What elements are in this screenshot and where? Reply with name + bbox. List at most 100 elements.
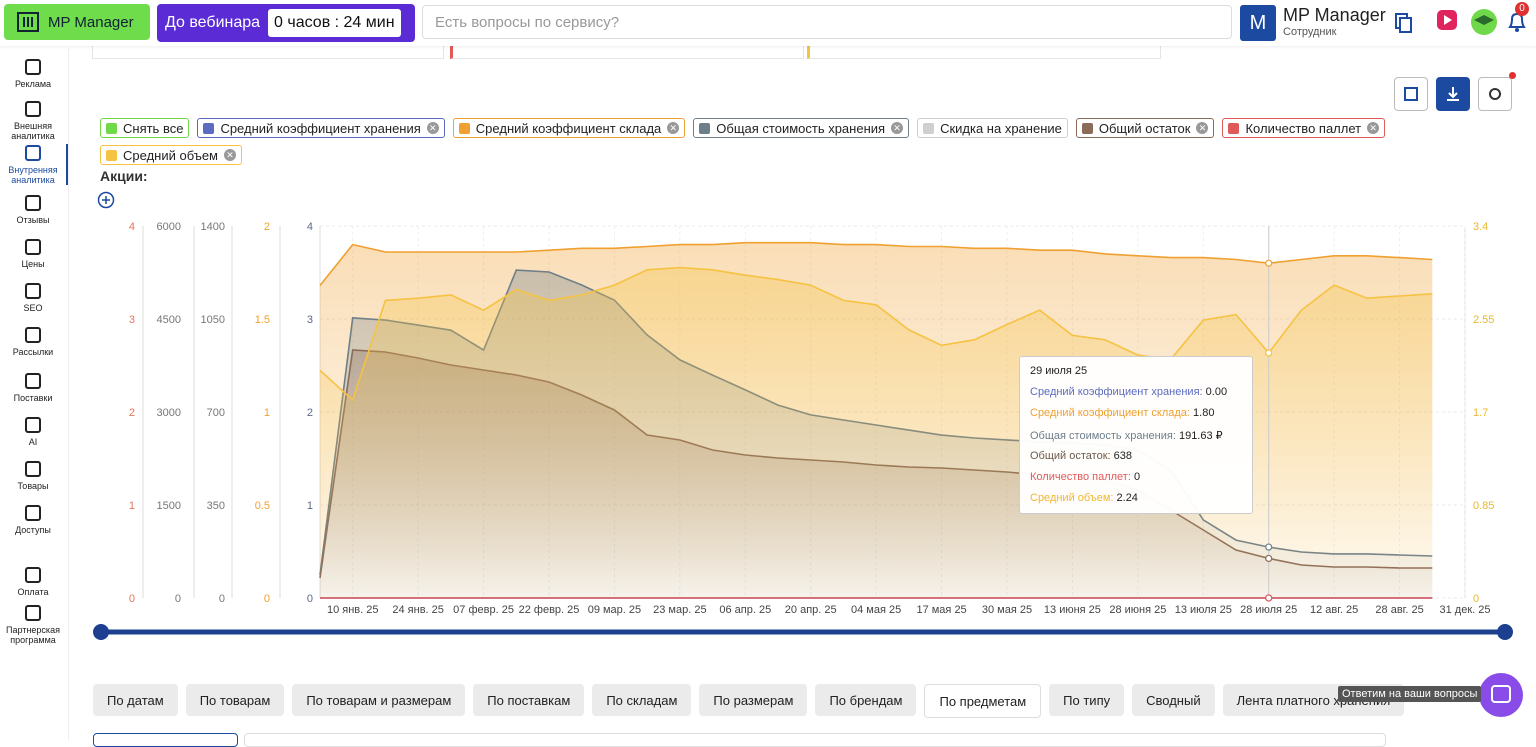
y-tick-label: 0 [264,593,270,605]
y-tick-label: 0.5 [255,500,270,512]
sidebar-item[interactable]: SEO [0,282,66,313]
logo-icon [17,12,39,32]
x-tick-label: 09 мар. 25 [588,604,641,616]
settings-badge [1509,72,1516,79]
legend-chip[interactable]: Количество паллет ✕ [1222,118,1386,138]
sidebar-item[interactable]: Оплата [0,566,66,597]
sidebar-item[interactable]: Доступы [0,504,66,535]
tooltip-label: Средний коэффициент склада: [1030,407,1190,420]
avatar[interactable]: M [1240,5,1276,41]
legend-chip[interactable]: Скидка на хранение [917,118,1068,138]
y-tick-label: 1500 [157,500,181,512]
y-tick-label: 0 [307,593,313,605]
sidebar-item[interactable]: Внутренняя аналитика [0,144,68,185]
legend-label: Количество паллет [1245,120,1362,136]
sidebar-item[interactable]: Цены [0,238,66,269]
sidebar-item[interactable]: Рассылки [0,326,66,357]
webinar-countdown[interactable]: До вебинара 0 часов : 24 мин [157,4,415,42]
legend-remove[interactable]: ✕ [1196,122,1209,134]
legend-chip[interactable]: Средний коэффициент склада ✕ [452,118,686,138]
legend-chip[interactable]: Средний объем ✕ [100,145,242,165]
chart: 012340150030004500600003507001050140000.… [129,221,1495,616]
sidebar-label: AI [28,437,38,447]
user-role: Сотрудник [1283,26,1337,38]
legend-label: Общая стоимость хранения [716,120,886,136]
sidebar-item[interactable]: Товары [0,460,66,491]
settings-button[interactable] [1478,77,1512,111]
logo-text: MP Manager [48,13,134,31]
bottom-input[interactable] [244,733,1386,747]
logo[interactable]: MP Manager [4,4,150,40]
legend-remove[interactable]: ✕ [224,149,236,161]
tab[interactable]: По поставкам [473,684,585,716]
sidebar-item[interactable]: Поставки [0,372,66,403]
legend-swatch [699,122,711,134]
y-tick-label: 6000 [157,221,181,233]
sidebar-item[interactable]: Партнерская программа [0,604,66,645]
notification-badge: 0 [1515,2,1529,16]
tab[interactable]: По типу [1049,684,1125,716]
x-tick-label: 28 июля 25 [1240,604,1297,616]
legend-chip[interactable]: Снять все [100,118,190,138]
y-tick-label: 2 [264,221,270,233]
sidebar-item[interactable]: AI [0,416,66,447]
x-tick-label: 23 мар. 25 [653,604,706,616]
y-tick-label: 0 [219,593,225,605]
y-tick-label: 3 [307,314,313,326]
tab[interactable]: По товарам и размерам [292,684,466,716]
legend-swatch [106,122,117,134]
sidebar-label: Реклама [14,79,52,89]
chart-body: 012340150030004500600003507001050140000.… [129,221,1495,616]
tab[interactable]: Сводный [1132,684,1215,716]
tab[interactable]: По размерам [699,684,808,716]
tab[interactable]: По складам [592,684,692,716]
sidebar-item[interactable]: Отзывы [0,194,66,225]
y-tick-label: 700 [207,407,225,419]
tab[interactable]: По датам [93,684,178,716]
tooltip-label: Средний коэффициент хранения: [1030,386,1203,398]
tooltip-row: Общий остаток: 638 [1030,450,1242,471]
series-line [319,241,1433,286]
chat-button[interactable] [1479,673,1523,717]
summary-card [807,44,1161,59]
area-fill [320,267,1433,598]
y-tick-label: 1 [307,500,313,512]
video-icon[interactable] [1436,9,1458,31]
download-button[interactable] [1436,77,1470,111]
tooltip-row: Средний объем: 2.24 [1030,492,1242,513]
legend-chip[interactable]: Общая стоимость хранения ✕ [693,118,910,138]
x-tick-label: 17 мая 25 [916,604,966,616]
user-name: MP Manager [1283,5,1386,25]
chart-tooltip: 29 июля 25 Средний коэффициент хранения: … [1019,356,1253,514]
legend-remove[interactable]: ✕ [667,122,680,134]
education-icon[interactable] [1470,8,1498,36]
y-tick-label: 3.4 [1473,221,1488,233]
sidebar-label: Оплата [17,587,49,597]
tab[interactable]: По товарам [185,684,285,716]
sidebar-icon [25,373,41,389]
webinar-label: До вебинара [165,14,261,31]
ai-button[interactable] [1394,77,1428,111]
x-tick-label: 20 апр. 25 [785,604,837,616]
add-promotion[interactable] [97,191,115,209]
tooltip-row: Количество паллет: 0 [1030,471,1242,492]
legend-remove[interactable]: ✕ [1367,122,1380,134]
legend-chip[interactable]: Средний коэффициент хранения ✕ [197,118,445,138]
legend-chip[interactable]: Общий остаток ✕ [1075,118,1215,138]
sidebar-item[interactable]: Реклама [0,58,66,89]
sidebar-item[interactable]: Внешняя аналитика [0,100,66,141]
copy-icon[interactable] [1394,12,1414,34]
tab[interactable]: По предметам [924,684,1042,718]
legend-remove[interactable]: ✕ [426,122,439,134]
tab[interactable]: По брендам [815,684,917,716]
x-tick-label: 22 февр. 25 [519,604,580,616]
range-slider[interactable] [92,622,1516,642]
bottom-control[interactable] [93,733,238,747]
legend-remove[interactable]: ✕ [891,122,904,134]
legend-swatch [1081,122,1093,134]
search-input[interactable]: Есть вопросы по сервису? [422,5,1232,39]
sidebar-label: Внутренняя аналитика [8,165,58,185]
x-tick-label: 30 мая 25 [982,604,1032,616]
y-tick-label: 4 [129,221,135,233]
